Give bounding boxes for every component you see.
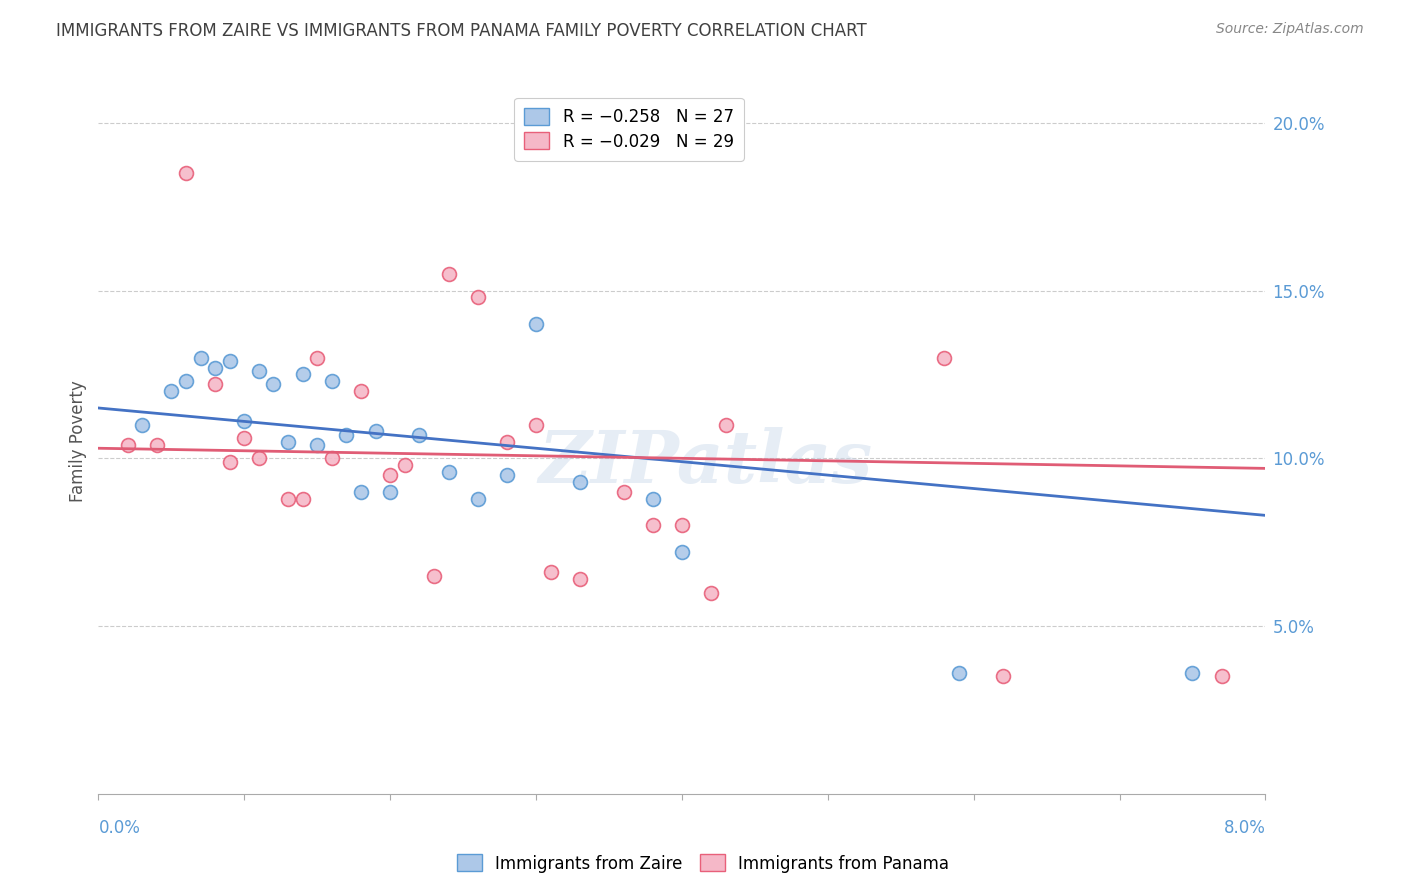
Text: ZIPatlas: ZIPatlas <box>538 427 872 498</box>
Point <box>934 351 956 365</box>
Point <box>350 384 373 399</box>
Point <box>321 374 343 388</box>
Point <box>380 468 402 483</box>
Point <box>218 455 240 469</box>
Point <box>1211 669 1233 683</box>
Point <box>174 166 197 180</box>
Point <box>467 290 489 304</box>
Point <box>262 377 284 392</box>
Point <box>612 484 634 499</box>
Point <box>671 518 693 533</box>
Point <box>496 434 519 449</box>
Text: 8.0%: 8.0% <box>1223 819 1265 837</box>
Point <box>131 417 153 432</box>
Point <box>190 351 212 365</box>
Point <box>496 468 519 483</box>
Point <box>394 458 416 472</box>
Point <box>204 377 226 392</box>
Legend: Immigrants from Zaire, Immigrants from Panama: Immigrants from Zaire, Immigrants from P… <box>450 847 956 880</box>
Point <box>160 384 183 399</box>
Point <box>1181 666 1204 681</box>
Point <box>291 491 314 506</box>
Point <box>204 360 226 375</box>
Point <box>467 491 489 506</box>
Point <box>174 374 197 388</box>
Point <box>218 354 240 368</box>
Point <box>146 438 169 452</box>
Point <box>408 427 430 442</box>
Text: 0.0%: 0.0% <box>98 819 141 837</box>
Point <box>641 518 664 533</box>
Point <box>423 568 446 582</box>
Y-axis label: Family Poverty: Family Poverty <box>69 381 87 502</box>
Point <box>233 414 256 428</box>
Point <box>247 451 270 466</box>
Point <box>321 451 343 466</box>
Point <box>117 438 139 452</box>
Point <box>991 669 1014 683</box>
Point <box>437 465 460 479</box>
Point <box>364 425 387 439</box>
Point <box>671 545 693 559</box>
Point <box>233 431 256 445</box>
Point <box>948 666 970 681</box>
Point <box>568 475 591 489</box>
Point <box>247 364 270 378</box>
Point <box>524 317 547 331</box>
Text: IMMIGRANTS FROM ZAIRE VS IMMIGRANTS FROM PANAMA FAMILY POVERTY CORRELATION CHART: IMMIGRANTS FROM ZAIRE VS IMMIGRANTS FROM… <box>56 22 868 40</box>
Point <box>350 484 373 499</box>
Point <box>335 427 357 442</box>
Point <box>540 566 562 580</box>
Legend: R = −0.258   N = 27, R = −0.029   N = 29: R = −0.258 N = 27, R = −0.029 N = 29 <box>515 97 744 161</box>
Point <box>568 572 591 586</box>
Point <box>307 351 329 365</box>
Point <box>524 417 547 432</box>
Text: Source: ZipAtlas.com: Source: ZipAtlas.com <box>1216 22 1364 37</box>
Point <box>380 484 402 499</box>
Point <box>641 491 664 506</box>
Point <box>437 267 460 281</box>
Point <box>714 417 737 432</box>
Point <box>700 585 723 599</box>
Point <box>307 438 329 452</box>
Point <box>277 491 299 506</box>
Point <box>277 434 299 449</box>
Point <box>291 368 314 382</box>
